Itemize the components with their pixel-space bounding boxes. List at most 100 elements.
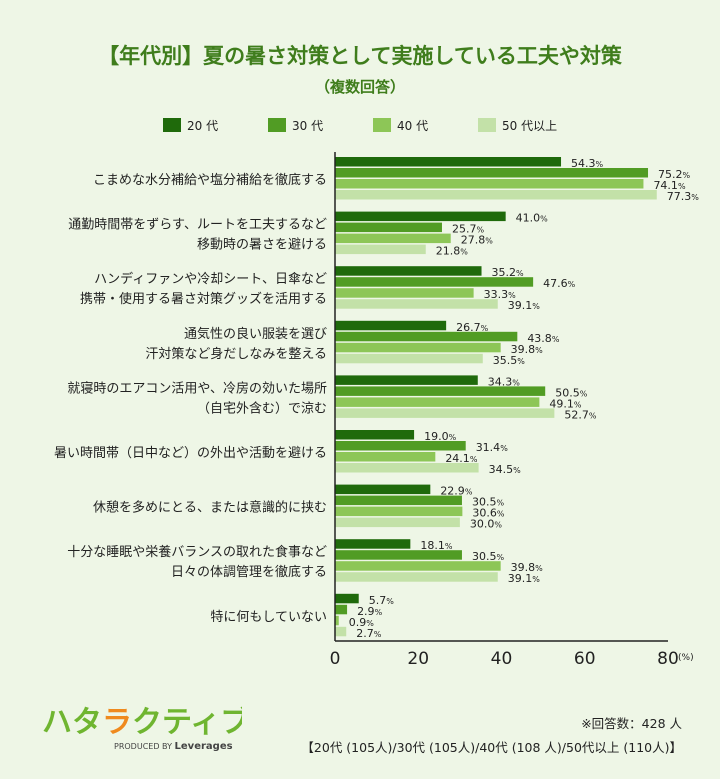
response-breakdown: 【20代 (105人)/30代 (105人)/40代 (108 人)/50代以上… [301,740,682,755]
data-label: 2.9% [357,605,383,618]
bar [335,222,442,233]
data-label: 35.5% [493,354,526,367]
bar [335,386,546,396]
data-label: 39.1% [508,572,541,585]
bar [335,615,339,626]
data-label: 19.0% [424,430,457,443]
x-tick-label: 20 [407,649,429,669]
category-label: （自宅外含む）で涼む [197,400,327,416]
data-label: 35.2% [492,266,525,279]
data-label: 74.1% [653,179,686,192]
legend-swatch [373,118,391,132]
bar [335,179,644,189]
bar [335,550,462,560]
bar [335,495,462,506]
bar [335,561,501,571]
svg-text:PRODUCED BY Leverages: PRODUCED BY Leverages [114,741,233,752]
bar [335,517,460,528]
bar [335,299,498,309]
response-count: ※回答数：428 人 [581,716,682,731]
bar [335,277,534,287]
data-label: 41.0% [516,212,549,225]
data-label: 24.1% [445,452,478,465]
legend-label: 40 代 [397,119,428,133]
legend-label: 50 代以上 [502,119,557,133]
category-label: 休憩を多めにとる、または意識的に挟む [93,500,327,516]
data-label: 33.3% [484,288,516,301]
bar [335,320,447,331]
bar [335,463,479,473]
category-label: 暑い時間帯（日中など）の外出や活動を避ける [54,446,327,461]
category-label: 移動時の暑さを避ける [197,238,327,253]
bar [335,506,463,517]
category-label: 十分な睡眠や栄養バランスの取れた食事など [67,544,327,560]
svg-text:ハタラクティブ: ハタラクティブ [42,705,242,740]
data-label: 21.8% [436,245,469,258]
bar [335,233,451,244]
x-tick-label: 40 [491,649,513,669]
category-label: 就寝時のエアコン活用や、冷房の効いた場所 [67,380,327,396]
category-label: 携帯・使用する暑さ対策グッズを活用する [80,291,327,307]
bar [335,408,555,418]
bar [335,572,498,582]
bar [335,430,415,440]
data-label: 31.4% [476,441,509,454]
legend-label: 30 代 [292,119,323,133]
data-label: 39.1% [508,299,541,312]
data-label: 22.9% [440,485,473,498]
data-label: 30.6% [472,507,505,520]
data-label: 39.8% [511,561,543,574]
legend-swatch [268,118,286,132]
category-label: 汗対策など身だしなみを整える [145,346,327,362]
category-label: 特に何もしていない [210,609,327,625]
bar [335,593,359,604]
bar [335,626,347,637]
data-label: 47.6% [543,277,576,290]
data-label: 2.7% [356,627,382,640]
data-label: 54.3% [571,157,604,170]
bar [335,397,540,407]
bar [335,331,518,342]
data-label: 39.8% [511,343,543,356]
data-label: 34.3% [488,375,521,388]
chart-subtitle: （複数回答） [314,78,405,96]
bar [335,452,436,462]
category-label: 通勤時間帯をずらす、ルートを工夫するなど [68,218,327,233]
bar [335,288,474,298]
data-label: 0.9% [349,616,375,629]
data-label: 52.7% [564,408,597,421]
legend-swatch [163,118,181,132]
bar [335,375,478,385]
bar [335,157,562,167]
x-tick-label: 60 [574,649,596,669]
data-label: 18.1% [420,539,453,552]
category-label: ハンディファンや冷却シート、日傘など [94,271,327,287]
data-label: 43.8% [527,332,560,345]
category-label: こまめな水分補給や塩分補給を徹底する [93,172,327,188]
bar [335,353,483,364]
data-label: 25.7% [452,223,485,236]
x-tick-label: 0 [330,649,341,669]
x-tick-label: 80 [657,649,679,669]
bar [335,244,426,255]
category-label: 日々の体調管理を徹底する [171,564,327,580]
legend-swatch [478,118,496,132]
category-label: 通気性の良い服装を選び [184,326,327,342]
bar [335,604,348,615]
data-label: 75.2% [658,168,691,181]
bar [335,211,506,222]
data-label: 34.5% [489,463,522,476]
bar [335,342,501,353]
data-label: 5.7% [369,594,395,607]
data-label: 77.3% [667,190,700,203]
data-label: 27.8% [461,234,494,247]
legend-label: 20 代 [187,119,218,133]
data-label: 30.0% [470,518,503,531]
bar [335,190,657,200]
bar [335,539,411,549]
data-label: 50.5% [555,386,588,399]
data-label: 30.5% [472,550,505,563]
hataractive-logo: ハタラクティブ PRODUCED BY Leverages [42,702,250,756]
